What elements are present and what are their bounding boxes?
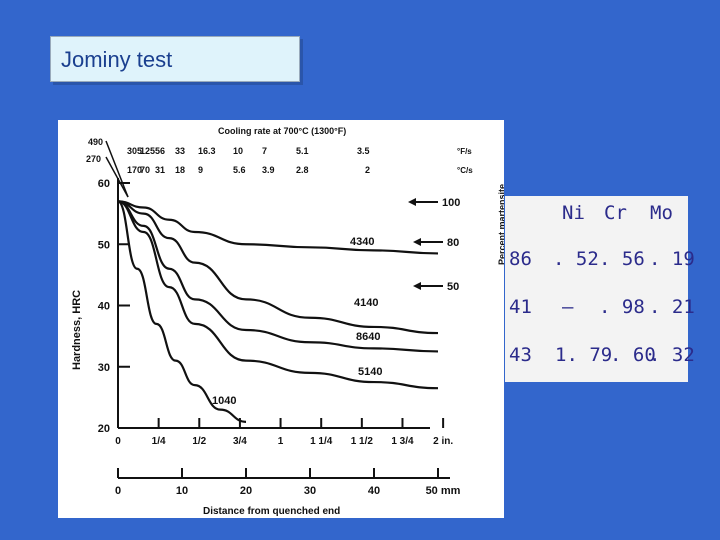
unit-fps: °F/s — [457, 147, 472, 156]
cooling-rate-c: 31 — [155, 165, 165, 175]
cooling-rate-f: 16.3 — [198, 146, 216, 156]
x-mm-tick-label: 40 — [368, 485, 380, 497]
cooling-rate-pointer — [105, 156, 129, 198]
x-inch-tick-label: 1 3/4 — [391, 436, 414, 447]
x-inch-tick-label: 1/4 — [152, 436, 166, 447]
martensite-mark: 80 — [447, 237, 459, 249]
composition-header: Ni — [562, 202, 585, 224]
x-inch-tick-label: 2 in. — [433, 436, 453, 447]
composition-cell: . 60 — [610, 344, 656, 366]
composition-cell: . 52 — [553, 248, 599, 270]
cooling-rate-f: 7 — [262, 146, 267, 156]
x-mm-tick-label: 30 — [304, 485, 316, 497]
cooling-rate-f: 56 — [155, 146, 165, 156]
series-line-8640 — [117, 200, 439, 353]
cooling-rate-c: 5.6 — [233, 165, 246, 175]
x-mm-tick-label: 10 — [176, 485, 188, 497]
composition-table: Ni Cr Mo 86. 52. 56. 19 41–. 98. 21 43 1. 79. … — [505, 196, 695, 382]
slide-title-box: Jominy test — [50, 36, 300, 82]
martensite-arrow-head — [408, 198, 416, 206]
cooling-rate-c: 3.9 — [262, 165, 275, 175]
slide-title: Jominy test — [61, 47, 173, 72]
series-label-4340: 4340 — [350, 236, 374, 248]
axes-layer — [105, 140, 450, 479]
x-mm-tick-label: 50 mm — [426, 485, 461, 497]
y-tick-label: 50 — [98, 239, 110, 251]
composition-row-grade: 41 — [509, 296, 532, 318]
series-label-1040: 1040 — [212, 395, 236, 407]
composition-row-grade: 43 — [509, 344, 532, 366]
cooling-rate-f: 125 — [140, 146, 155, 156]
martensite-arrow-head — [413, 238, 421, 246]
composition-cell: . 19 — [649, 248, 695, 270]
composition-cell: . 32 — [649, 344, 695, 366]
series-label-8640: 8640 — [356, 331, 380, 343]
unit-cps: °C/s — [457, 166, 473, 175]
composition-cell: – — [562, 296, 574, 318]
series-line-4140 — [117, 200, 439, 335]
series-line-4340 — [117, 200, 439, 255]
martensite-mark: 100 — [442, 197, 460, 209]
cooling-rate-f: 10 — [233, 146, 243, 156]
martensite-mark: 50 — [447, 281, 459, 293]
martensite-arrow-head — [413, 282, 421, 290]
curves-layer — [117, 200, 439, 423]
cooling-rate-c: 2.8 — [296, 165, 309, 175]
cooling-rate-c: 270 — [86, 154, 101, 164]
y-tick-label: 40 — [98, 301, 110, 313]
composition-cell: . 98 — [599, 296, 645, 318]
cooling-rate-f: 33 — [175, 146, 185, 156]
composition-header: Cr — [604, 202, 627, 224]
cooling-rate-title: Cooling rate at 700°C (1300°F) — [218, 126, 346, 136]
cooling-rate-f: 490 — [88, 137, 103, 147]
composition-cell: 1. 79 — [555, 344, 613, 366]
cooling-rate-c: 70 — [140, 165, 150, 175]
y-tick-label: 20 — [98, 423, 110, 435]
x-inch-tick-label: 3/4 — [233, 436, 247, 447]
cooling-rate-c: 9 — [198, 165, 203, 175]
cooling-rate-f: 5.1 — [296, 146, 309, 156]
y-axis-label: Hardness, HRC — [71, 290, 83, 370]
x-inch-tick-label: 1 1/4 — [310, 436, 333, 447]
cooling-rate-c: 2 — [365, 165, 370, 175]
composition-row-grade: 86 — [509, 248, 532, 270]
composition-header: Mo — [650, 202, 673, 224]
y-tick-label: 60 — [98, 178, 110, 190]
x-axis-label: Distance from quenched end — [203, 506, 340, 517]
cooling-rate-c: 170 — [127, 165, 142, 175]
x-inch-tick-label: 0 — [115, 436, 121, 447]
x-mm-tick-label: 0 — [115, 485, 121, 497]
cooling-rate-f: 3.5 — [357, 146, 370, 156]
x-inch-tick-label: 1 — [278, 436, 284, 447]
x-inch-tick-label: 1 1/2 — [351, 436, 374, 447]
martensite-axis-label: Percent martensite — [497, 184, 504, 265]
cooling-rate-pointer — [105, 140, 129, 198]
composition-cell: . 21 — [649, 296, 695, 318]
composition-cell: . 56 — [599, 248, 645, 270]
series-label-5140: 5140 — [358, 366, 382, 378]
cooling-rate-f: 305 — [127, 146, 142, 156]
series-line-5140 — [117, 200, 439, 390]
x-inch-tick-label: 1/2 — [192, 436, 206, 447]
series-label-4140: 4140 — [354, 297, 378, 309]
y-tick-label: 30 — [98, 362, 110, 374]
series-line-1040 — [117, 200, 247, 423]
jominy-chart: 20 30 40 50 60 Hardness, HRC 0 1/4 1/2 3/4 1 1 1/4 1… — [58, 120, 504, 518]
cooling-rate-c: 18 — [175, 165, 185, 175]
x-mm-tick-label: 20 — [240, 485, 252, 497]
